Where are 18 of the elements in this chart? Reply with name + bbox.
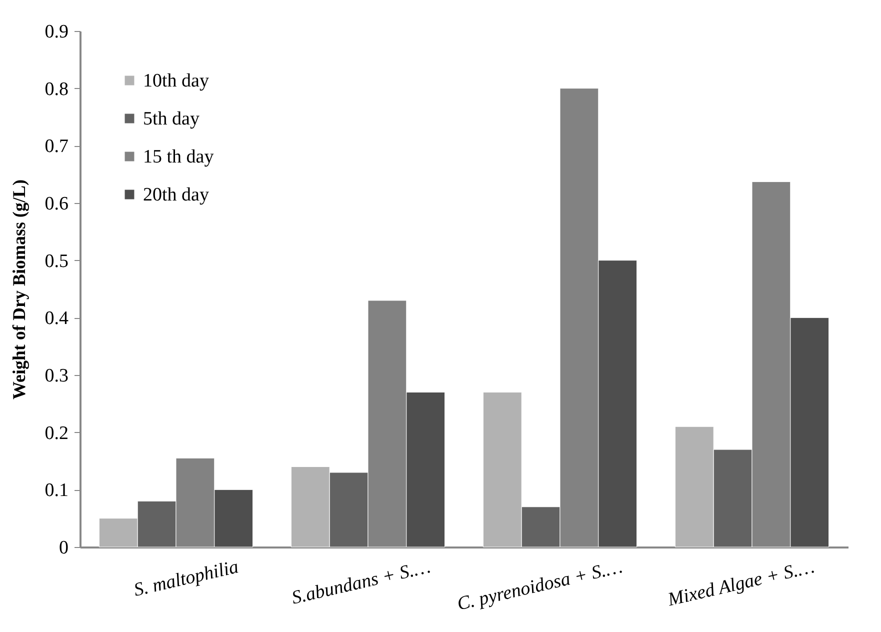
y-tick-label: 0.7 bbox=[44, 136, 68, 158]
y-tick-label: 0.8 bbox=[44, 78, 68, 100]
legend-label: 10th day bbox=[143, 70, 210, 92]
legend-label: 15 th day bbox=[143, 146, 214, 168]
y-tick-label: 0.2 bbox=[44, 422, 68, 444]
y-axis-title: Weight of Dry Biomass (g/L) bbox=[8, 180, 29, 400]
legend-label: 20th day bbox=[143, 184, 210, 206]
x-tick-label: Mixed Algae + S.… bbox=[664, 556, 816, 611]
y-tick-label: 0.3 bbox=[44, 366, 68, 386]
x-tick-label: S.abundans + S.… bbox=[290, 556, 432, 609]
y-tick-label: 0.1 bbox=[44, 480, 68, 502]
legend-label: 5th day bbox=[143, 108, 200, 130]
y-tick-label: 0.6 bbox=[44, 194, 68, 214]
y-tick-label: 0 bbox=[59, 538, 68, 558]
y-tick-label: 0.5 bbox=[44, 250, 68, 272]
y-tick-label: 0.9 bbox=[44, 22, 68, 42]
y-tick-label: 0.4 bbox=[44, 308, 69, 330]
x-tick-label: S. maltophilia bbox=[132, 556, 240, 601]
